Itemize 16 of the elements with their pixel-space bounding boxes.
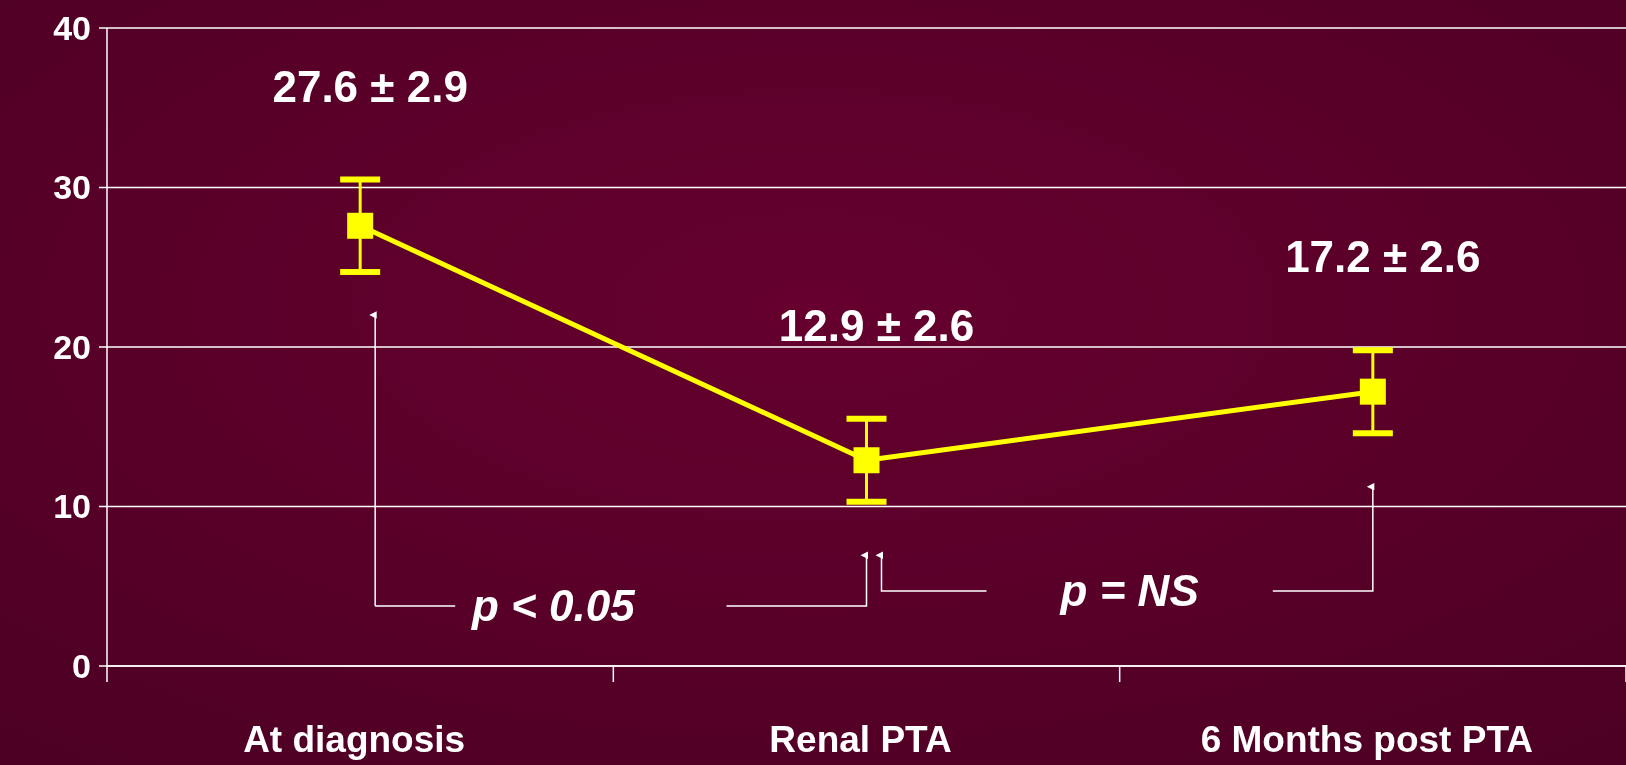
x-tick-label: Renal PTA [769, 719, 952, 760]
annotation: p < 0.05 [471, 581, 636, 631]
y-tick-label: 10 [53, 487, 91, 526]
x-tick-label: 6 Months post PTA [1200, 719, 1533, 760]
point [1359, 378, 1386, 405]
data-label: 27.6 ± 2.9 [272, 61, 468, 111]
y-tick-label: 20 [53, 327, 91, 366]
y-tick-label: 30 [53, 168, 91, 207]
y-tick-label: 0 [72, 646, 91, 685]
x-tick-label: At diagnosis [243, 719, 466, 760]
annotation: p = NS [1059, 566, 1199, 616]
point [347, 212, 374, 239]
data-label: 17.2 ± 2.6 [1285, 232, 1481, 282]
data-label: 12.9 ± 2.6 [778, 300, 975, 350]
y-tick-label: 40 [53, 8, 91, 47]
point [853, 447, 880, 474]
